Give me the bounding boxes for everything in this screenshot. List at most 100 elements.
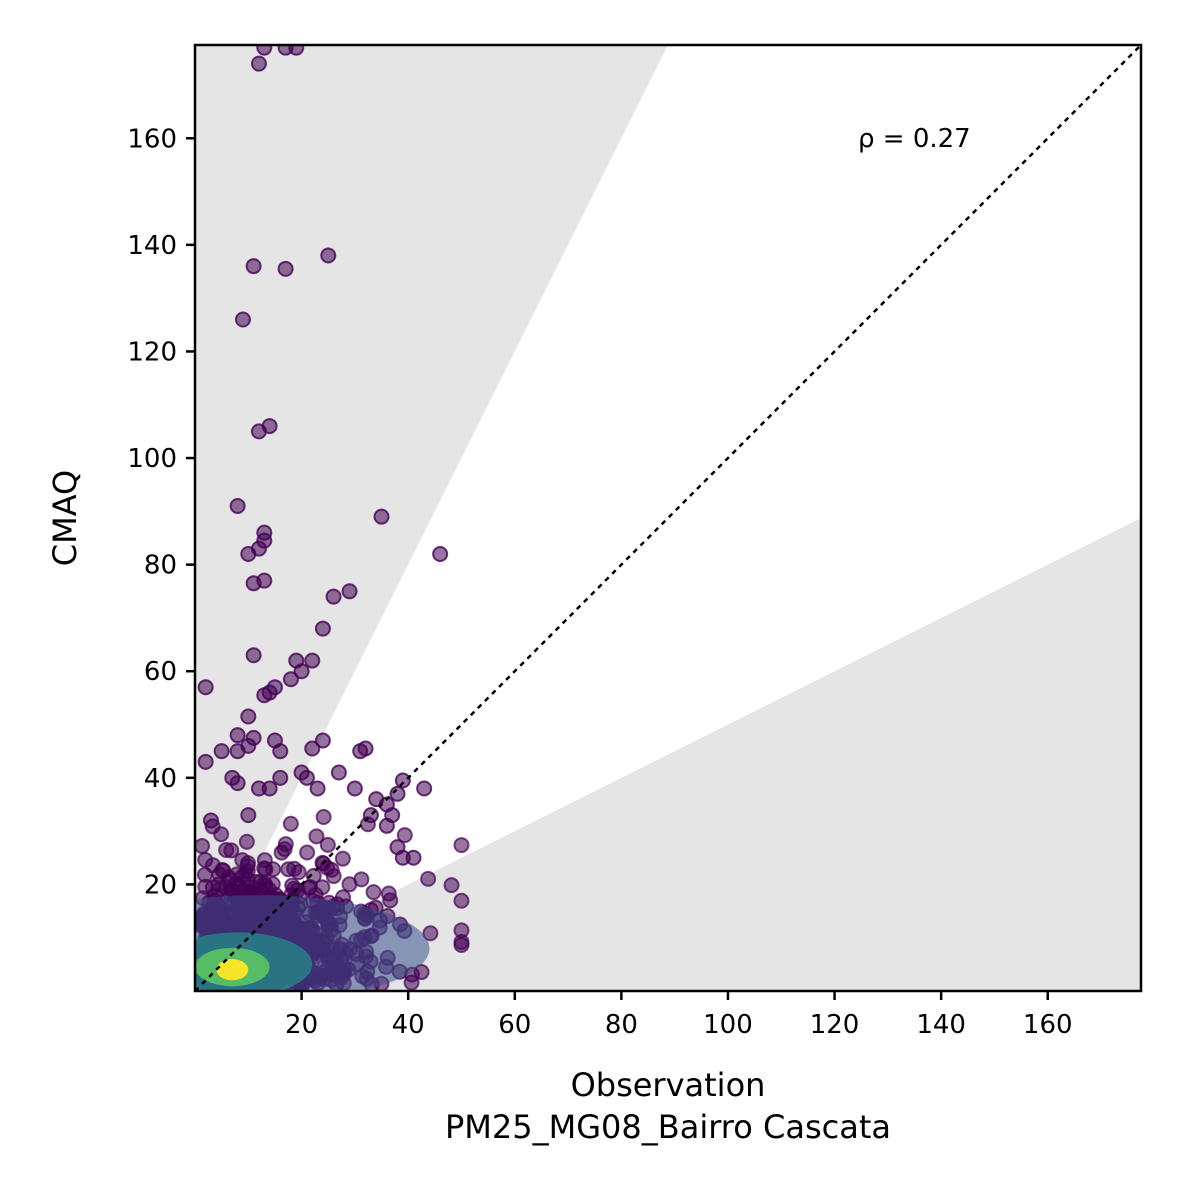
scatter-point [299,844,316,861]
x-tick-label: 80 [605,1010,638,1040]
one-to-one-line [195,45,1141,991]
scatter-point [315,809,332,826]
scatter-point [195,837,211,854]
scatter-point [334,850,351,867]
plot-frame [193,43,1143,993]
scatter-point [240,545,257,562]
scatter-point [282,671,299,688]
scatter-point [453,933,470,950]
scatter-point [304,740,321,757]
scatter-point [368,791,385,808]
scatter-point [432,545,449,562]
x-tick-label: 60 [498,1010,531,1040]
scatter-point [416,780,433,797]
scatter-point [420,870,437,887]
scatter-point [325,588,342,605]
scatter-point [272,769,289,786]
scatter-point [323,861,340,878]
scatter-point [229,743,246,760]
scatter-point [240,807,257,824]
scatter-point [224,881,241,898]
scatter-point [256,572,273,589]
y-tick-label: 80 [144,551,177,581]
scatter-point [314,620,331,637]
scatter-point [320,247,337,264]
scatter-point [341,583,358,600]
scatter-point [218,841,235,858]
scatter-point [308,828,325,845]
y-tick-label: 120 [127,337,177,367]
scatter-point [261,418,278,435]
x-tick-label: 20 [285,1010,318,1040]
scatter-point [256,852,273,869]
y-tick-label: 60 [144,657,177,687]
y-tick-label: 100 [127,444,177,474]
scatter-point [256,45,273,56]
scatter-point [309,780,326,797]
x-tick-label: 160 [1023,1010,1073,1040]
scatter-point [413,964,430,981]
scatter-point [346,780,363,797]
scatter-point [202,812,219,829]
x-axis-subtitle: PM25_MG08_Bairro Cascata [445,1108,891,1146]
scatter-point [330,764,347,781]
scatter-point [277,260,294,277]
scatter-point [211,866,228,883]
scatter-point [453,837,470,854]
scatter-point [293,663,310,680]
scatter-point [422,925,439,942]
x-tick-label: 100 [703,1010,753,1040]
scatter-point [250,780,267,797]
scatter-point [277,836,294,853]
x-tick-label: 40 [392,1010,425,1040]
scatter-point [298,769,315,786]
scatter-point [453,892,470,909]
scatter-point [405,849,422,866]
scatter-point [245,647,262,664]
x-axis-title: Observation [571,1066,766,1104]
scatter-point [314,732,331,749]
y-tick-label: 160 [127,124,177,154]
scatter-point [234,868,251,885]
x-tick-label: 140 [916,1010,966,1040]
density-cloud [195,895,430,991]
identity-line [195,45,1141,991]
scatter-point [341,876,358,893]
scatter-point [396,827,413,844]
scatter-point [240,708,257,725]
scatter-point [245,258,262,275]
scatter-point [288,45,305,56]
scatter-point [238,833,255,850]
scatter-point [234,852,251,869]
scatter-point [250,55,267,72]
x-tick-label: 120 [810,1010,860,1040]
scatter-point [229,498,246,515]
scatter-point [197,679,214,696]
scatter-point [305,867,322,884]
y-axis: 20 40 60 80 100 120 140 160 [127,124,195,900]
scatter-point [213,743,230,760]
scatter-point [378,817,395,834]
x-axis: 20 40 60 80 100 120 140 160 [285,991,1073,1040]
scatter-point [443,877,460,894]
scatter-point [389,785,406,802]
y-axis-title: CMAQ [46,470,84,566]
scatter-point [373,508,390,525]
correlation-annotation: ρ = 0.27 [858,124,971,154]
scatter-point [357,740,374,757]
density-level-4 [216,959,249,981]
scatter-point [365,884,382,901]
scatter-point [234,311,251,328]
scatter-point [382,892,399,909]
scatter-point [272,743,289,760]
scatter-point [282,815,299,832]
scatter-point [197,753,214,770]
y-tick-label: 40 [144,764,177,794]
scatter-point [394,772,411,789]
scatter-point [264,876,281,893]
scatter-point [304,652,321,669]
scatter-point [229,775,246,792]
scatter-point [319,836,336,853]
